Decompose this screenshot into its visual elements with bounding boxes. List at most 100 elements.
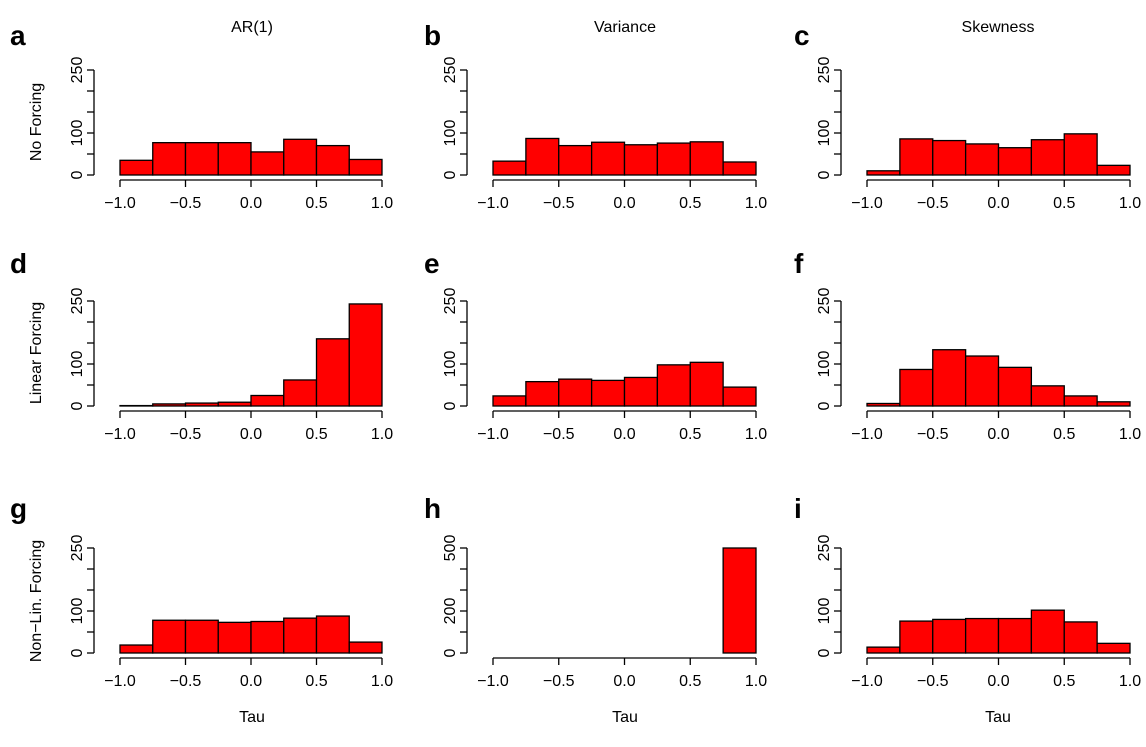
x-axis-title-col2: Tau: [612, 709, 638, 726]
x-tick-label-d-3: 0.5: [305, 426, 327, 443]
x-tick-label-a-1: −0.5: [170, 195, 202, 212]
bar-g-3: [217, 621, 252, 654]
bar-d-5: [283, 379, 318, 407]
y-tick-label-h-2: 500: [442, 535, 459, 562]
panel-e: e −1.0 −0.5 0.0 0.5 1.0 0 100 250: [424, 248, 767, 443]
bar-e-6: [689, 361, 724, 407]
panel-letter-i: i: [794, 493, 802, 524]
row-title-nonlinear-forcing: Non−Lin. Forcing: [28, 540, 45, 662]
bar-i-7: [1096, 642, 1131, 654]
x-tick-label-c-1: −0.5: [917, 195, 949, 212]
y-tick-label-e-1: 100: [442, 351, 459, 378]
x-tick-label-b-4: 1.0: [745, 195, 767, 212]
x-tick-label-e-3: 0.5: [679, 426, 701, 443]
row-title-linear-forcing: Linear Forcing: [28, 302, 45, 404]
x-tick-label-d-2: 0.0: [240, 426, 262, 443]
x-tick-label-g-0: −1.0: [104, 673, 136, 690]
y-tick-label-b-2: 250: [442, 57, 459, 84]
x-tick-label-e-0: −1.0: [477, 426, 509, 443]
bar-c-7: [1096, 164, 1131, 176]
y-tick-label-d-1: 100: [69, 351, 86, 378]
y-tick-label-h-0: 0: [442, 648, 459, 657]
panel-letter-f: f: [794, 248, 804, 279]
bar-f-2: [932, 349, 967, 407]
bar-e-7: [722, 386, 757, 407]
x-tick-label-g-4: 1.0: [371, 673, 393, 690]
bar-f-3: [964, 355, 1000, 407]
y-tick-label-f-0: 0: [816, 401, 833, 410]
x-tick-label-h-0: −1.0: [477, 673, 509, 690]
bar-b-4: [623, 144, 659, 176]
y-tick-label-e-2: 250: [442, 288, 459, 315]
y-tick-label-g-1: 100: [69, 598, 86, 625]
bar-b-7: [722, 161, 757, 176]
panel-letter-g: g: [10, 493, 27, 524]
column-title-ar1: AR(1): [231, 19, 273, 36]
column-title-skewness: Skewness: [962, 19, 1035, 36]
bar-b-5: [656, 142, 691, 176]
x-tick-label-b-2: 0.0: [613, 195, 635, 212]
x-tick-label-g-3: 0.5: [305, 673, 327, 690]
panel-i: i −1.0 −0.5 0.0 0.5 1.0 0 100 250: [794, 493, 1141, 690]
x-tick-label-c-2: 0.0: [987, 195, 1009, 212]
x-tick-label-e-1: −0.5: [543, 426, 575, 443]
bar-i-2: [932, 618, 967, 654]
bar-a-0: [119, 159, 154, 176]
x-tick-label-i-3: 0.5: [1053, 673, 1075, 690]
bar-f-1: [899, 368, 934, 407]
bar-d-7: [348, 303, 383, 407]
bar-g-6: [315, 615, 350, 654]
x-tick-label-d-1: −0.5: [170, 426, 202, 443]
bar-c-5: [1030, 139, 1065, 176]
bar-h-7: [722, 547, 757, 654]
bar-i-3: [964, 617, 1000, 654]
x-tick-label-a-4: 1.0: [371, 195, 393, 212]
panel-letter-b: b: [424, 20, 441, 51]
bar-g-5: [283, 617, 318, 654]
y-tick-label-b-1: 100: [442, 120, 459, 147]
panel-f: f −1.0 −0.5 0.0 0.5 1.0 0 100 250: [794, 248, 1141, 443]
x-tick-label-h-1: −0.5: [543, 673, 575, 690]
y-tick-label-f-1: 100: [816, 351, 833, 378]
x-axis-title-col1: Tau: [239, 709, 265, 726]
panel-h: h −1.0 −0.5 0.0 0.5 1.0 0 200 500: [424, 493, 767, 690]
bar-g-7: [348, 641, 383, 654]
x-tick-label-h-4: 1.0: [745, 673, 767, 690]
y-tick-label-c-1: 100: [816, 120, 833, 147]
y-tick-label-d-0: 0: [69, 401, 86, 410]
bar-a-5: [283, 138, 318, 176]
panel-letter-a: a: [10, 20, 26, 51]
x-tick-label-g-1: −0.5: [170, 673, 202, 690]
x-tick-label-e-2: 0.0: [613, 426, 635, 443]
bar-f-6: [1063, 395, 1098, 407]
panel-g: g −1.0 −0.5 0.0 0.5 1.0 0 100 250: [10, 493, 393, 690]
bar-a-4: [250, 151, 285, 176]
bar-e-1: [525, 380, 560, 407]
bar-e-5: [656, 364, 691, 407]
bar-a-2: [184, 142, 219, 176]
bar-i-1: [899, 620, 934, 654]
x-tick-label-a-2: 0.0: [240, 195, 262, 212]
panel-letter-e: e: [424, 248, 440, 279]
bar-g-0: [119, 644, 154, 654]
x-tick-label-f-3: 0.5: [1053, 426, 1075, 443]
column-title-variance: Variance: [594, 19, 656, 36]
x-tick-label-g-2: 0.0: [240, 673, 262, 690]
bar-c-1: [899, 138, 934, 176]
y-tick-label-g-2: 250: [69, 535, 86, 562]
bar-i-4: [997, 617, 1033, 654]
bar-e-4: [623, 376, 659, 407]
y-tick-label-a-0: 0: [69, 170, 86, 179]
bar-d-4: [250, 394, 285, 407]
x-tick-label-h-2: 0.0: [613, 673, 635, 690]
bar-c-4: [997, 147, 1033, 176]
bar-f-5: [1030, 385, 1065, 407]
bar-i-0: [866, 646, 901, 654]
bar-a-3: [217, 142, 252, 176]
x-tick-label-b-3: 0.5: [679, 195, 701, 212]
bar-f-7: [1096, 401, 1131, 407]
x-tick-label-i-0: −1.0: [851, 673, 883, 690]
x-tick-label-e-4: 1.0: [745, 426, 767, 443]
